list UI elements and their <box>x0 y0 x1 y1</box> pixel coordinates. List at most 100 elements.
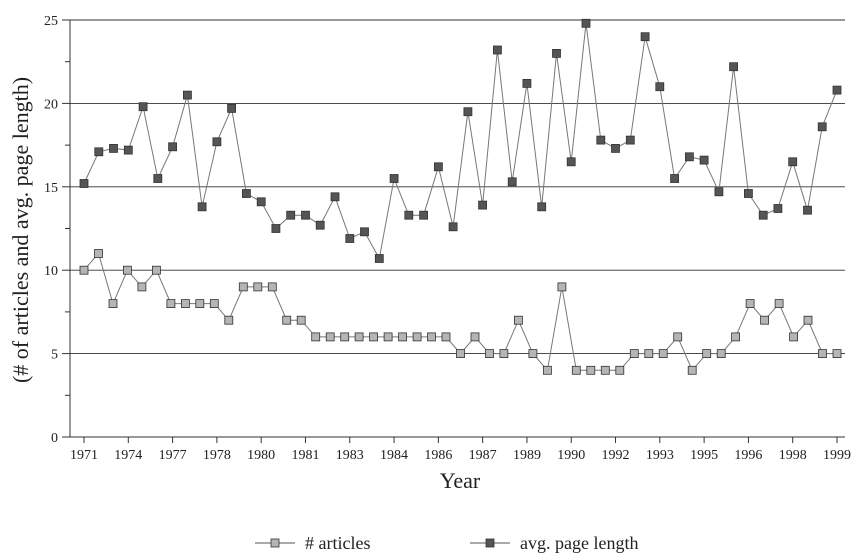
data-point <box>507 177 517 187</box>
legend-label: avg. page length <box>520 533 638 553</box>
data-point <box>773 204 783 213</box>
data-point <box>448 222 458 232</box>
data-point <box>557 282 567 292</box>
data-point <box>478 200 488 210</box>
data-point <box>463 107 473 117</box>
data-point <box>552 49 561 58</box>
x-tick-label: 1978 <box>203 448 231 463</box>
data-point <box>138 102 148 112</box>
data-point <box>197 202 207 212</box>
data-point <box>256 197 266 207</box>
data-point <box>456 349 465 359</box>
legend-label: # articles <box>305 533 370 553</box>
data-point <box>716 349 726 359</box>
data-point <box>398 332 408 342</box>
data-point <box>566 157 576 167</box>
data-point <box>168 142 178 152</box>
x-tick-label: 1981 <box>291 448 319 463</box>
data-point <box>224 315 234 325</box>
data-point <box>360 227 369 237</box>
data-point <box>745 299 755 309</box>
data-point <box>673 332 683 342</box>
y-tick-label: 25 <box>44 14 58 29</box>
data-point <box>760 315 769 325</box>
data-point <box>315 220 325 230</box>
data-point <box>729 62 738 72</box>
y-axis-ticks: 0 5 10 15 20 25 <box>44 14 70 446</box>
series-layer <box>79 18 842 375</box>
data-point <box>670 174 679 183</box>
y-tick-label: 0 <box>51 431 58 446</box>
x-tick-label: 1974 <box>114 448 142 463</box>
data-point <box>345 234 355 243</box>
data-point <box>774 299 784 309</box>
x-axis-title: Year <box>440 468 481 493</box>
data-point <box>731 332 740 342</box>
data-point <box>492 45 502 55</box>
data-point <box>629 349 639 359</box>
x-tick-label: 1989 <box>513 448 541 463</box>
data-point <box>485 349 494 359</box>
data-point <box>209 299 219 309</box>
data-point <box>433 162 443 172</box>
data-point <box>151 265 161 275</box>
data-point <box>758 210 768 220</box>
data-point <box>123 145 133 155</box>
series-line <box>83 23 838 260</box>
data-point <box>79 265 89 275</box>
data-point <box>687 365 697 375</box>
data-point <box>340 332 350 342</box>
data-point <box>615 365 625 375</box>
data-point <box>581 18 591 28</box>
data-point <box>282 315 292 325</box>
x-tick-label: 1993 <box>646 448 674 463</box>
data-point <box>325 332 335 342</box>
x-tick-label: 1999 <box>823 448 851 463</box>
x-tick-label: 1995 <box>690 448 718 463</box>
data-point <box>611 143 620 153</box>
y-tick-label: 15 <box>44 181 58 196</box>
data-point <box>227 104 237 113</box>
data-point <box>267 282 277 292</box>
data-point <box>537 202 547 212</box>
data-point <box>330 192 340 202</box>
data-point <box>354 332 364 342</box>
y-axis-title: (# of articles and avg. page length) <box>8 77 33 383</box>
data-point <box>301 210 310 220</box>
data-point <box>94 147 104 157</box>
data-point <box>470 332 480 342</box>
data-point <box>543 365 552 375</box>
data-point <box>166 299 176 309</box>
x-tick-label: 1980 <box>247 448 275 463</box>
data-point <box>685 152 694 162</box>
x-tick-label: 1977 <box>159 448 187 463</box>
legend: # articles avg. page length <box>255 533 638 553</box>
data-point <box>137 282 147 292</box>
data-point <box>596 135 606 145</box>
data-point <box>788 157 798 167</box>
data-point <box>286 210 296 220</box>
data-point <box>832 85 842 95</box>
legend-marker <box>270 538 280 548</box>
data-point <box>123 265 132 275</box>
data-point <box>832 349 842 359</box>
data-point <box>528 349 538 359</box>
y-tick-label: 10 <box>44 264 58 279</box>
data-point <box>153 174 163 183</box>
data-point <box>658 349 668 359</box>
legend-marker <box>485 538 495 548</box>
data-point <box>514 315 523 325</box>
data-point <box>600 365 610 375</box>
data-point <box>404 210 414 220</box>
data-point <box>655 82 665 92</box>
data-point <box>817 122 827 132</box>
data-point <box>412 332 422 342</box>
data-point <box>644 349 654 359</box>
data-point <box>311 332 321 342</box>
x-tick-label: 1998 <box>779 448 807 463</box>
x-axis-ticks: 1971 1974 1977 1978 1980 1981 1983 1984 1986 1987… <box>70 437 851 463</box>
data-point <box>374 254 384 263</box>
data-point <box>699 155 709 165</box>
data-point <box>586 365 596 375</box>
